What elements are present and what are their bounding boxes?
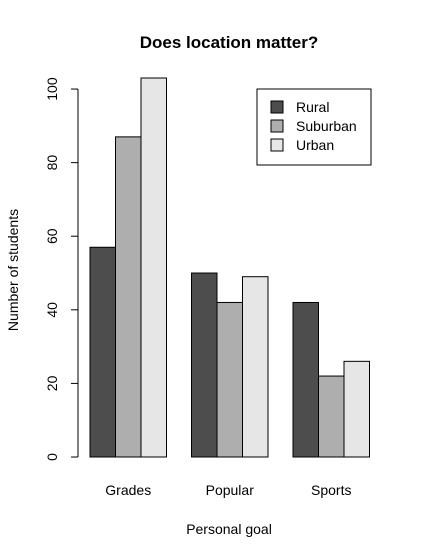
- chart-title: Does location matter?: [140, 33, 319, 52]
- bar-urban-grades: [140, 77, 167, 458]
- x-tick-label: Grades: [105, 482, 151, 498]
- legend: Rural Suburban Urban: [256, 88, 372, 166]
- x-axis-ticks: Grades Popular Sports: [105, 482, 351, 498]
- bar-suburban-popular: [216, 301, 243, 458]
- legend-label: Rural: [296, 99, 329, 115]
- x-axis-label: Personal goal: [186, 521, 272, 537]
- y-tick-label: 20: [44, 375, 60, 391]
- x-tick-label: Sports: [311, 482, 351, 498]
- legend-label: Urban: [296, 137, 334, 153]
- y-tick-label: 80: [44, 155, 60, 171]
- bar-suburban-sports: [318, 375, 345, 458]
- bar-rural-grades: [89, 246, 116, 458]
- y-tick-label: 60: [44, 228, 60, 244]
- x-tick-label: Popular: [206, 482, 255, 498]
- bar-suburban-grades: [115, 136, 142, 458]
- y-axis-label: Number of students: [5, 209, 21, 331]
- legend-swatch: [270, 119, 284, 133]
- y-tick-label: 40: [44, 302, 60, 318]
- bar-urban-sports: [343, 360, 370, 458]
- bar-rural-sports: [292, 301, 319, 458]
- y-tick-label: 0: [44, 453, 60, 461]
- y-axis: 0 20 40 60 80 100: [44, 77, 79, 461]
- bar-urban-popular: [242, 276, 269, 458]
- legend-swatch: [270, 100, 284, 114]
- legend-swatch: [270, 138, 284, 152]
- y-tick-label: 100: [44, 77, 60, 101]
- bars: [89, 77, 370, 458]
- bar-rural-popular: [191, 272, 218, 458]
- legend-label: Suburban: [296, 118, 357, 134]
